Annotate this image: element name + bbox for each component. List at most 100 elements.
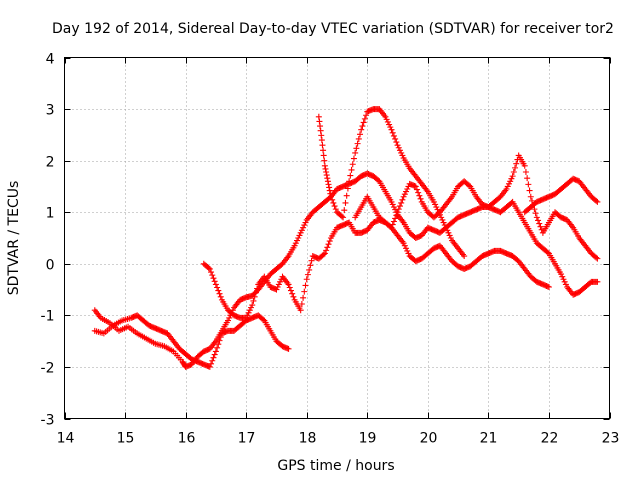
data-point: [383, 116, 390, 123]
data-point: [304, 271, 311, 278]
data-point: [291, 242, 298, 249]
data-point: [216, 290, 223, 297]
data-point: [215, 341, 222, 348]
data-point: [297, 307, 304, 314]
data-point: [318, 132, 325, 139]
data-point: [209, 272, 216, 279]
data-point: [217, 334, 224, 341]
data-point: [217, 293, 224, 300]
data-point: [246, 307, 253, 314]
data-point: [394, 142, 401, 149]
x-tick-label: 19: [359, 431, 377, 447]
data-point: [461, 253, 468, 260]
data-point: [215, 287, 222, 294]
data-point: [399, 152, 406, 159]
data-point: [395, 206, 402, 213]
data-point: [319, 142, 326, 149]
data-point: [326, 238, 333, 245]
data-point: [504, 183, 511, 190]
data-point: [318, 137, 325, 144]
data-point: [245, 309, 252, 316]
data-series: [521, 175, 601, 216]
data-point: [544, 249, 551, 256]
x-tick-label: 18: [299, 431, 317, 447]
data-point: [297, 229, 304, 236]
y-tick-label: -2: [41, 361, 55, 377]
data-point: [210, 354, 217, 361]
data-point: [466, 182, 473, 189]
data-point: [211, 351, 218, 358]
data-point: [329, 196, 336, 203]
data-point: [260, 316, 267, 323]
data-point: [347, 172, 354, 179]
data-point: [321, 162, 328, 169]
y-tick-label: 3: [46, 103, 55, 119]
data-point: [393, 139, 400, 146]
x-axis-label: GPS time / hours: [277, 458, 394, 474]
data-point: [400, 193, 407, 200]
data-point: [525, 181, 532, 188]
data-point: [510, 168, 517, 175]
data-point: [390, 132, 397, 139]
data-point: [404, 247, 411, 254]
data-point: [389, 129, 396, 136]
data-point: [396, 203, 403, 210]
data-point: [332, 206, 339, 213]
data-point: [205, 264, 212, 271]
data-point: [395, 144, 402, 151]
data-point: [225, 317, 231, 324]
data-point: [325, 181, 332, 188]
y-tick-label: 0: [46, 258, 55, 274]
data-point: [533, 214, 540, 221]
data-point: [324, 175, 331, 182]
data-point: [401, 242, 408, 249]
data-point: [346, 178, 353, 185]
data-point: [331, 203, 338, 210]
data-point: [344, 185, 351, 192]
data-point: [250, 297, 257, 304]
data-point: [326, 184, 333, 191]
data-point: [440, 219, 447, 226]
data-point: [349, 161, 356, 168]
data-point: [403, 188, 410, 195]
data-point: [289, 290, 296, 297]
data-point: [537, 223, 544, 230]
x-tick-label: 23: [602, 431, 620, 447]
data-point: [558, 271, 565, 278]
y-axis-label: SDTVAR / TECUs: [6, 181, 22, 296]
data-point: [209, 357, 216, 364]
data-point: [206, 265, 213, 272]
data-point: [216, 337, 223, 344]
data-point: [322, 165, 329, 172]
data-point: [294, 237, 301, 244]
data-point: [302, 219, 309, 226]
data-point: [317, 127, 324, 134]
data-point: [324, 244, 331, 251]
data-point: [330, 199, 337, 206]
grid: [64, 57, 610, 419]
data-point: [432, 201, 439, 208]
data-point: [302, 282, 309, 289]
data-point: [341, 207, 348, 214]
chart-title: Day 192 of 2014, Sidereal Day-to-day VTE…: [52, 21, 614, 37]
data-point: [210, 275, 217, 282]
data-point: [357, 131, 364, 138]
data-point: [286, 284, 293, 291]
data-point: [438, 214, 445, 221]
data-point: [401, 191, 408, 198]
x-tick-label: 16: [178, 431, 196, 447]
data-point: [303, 276, 310, 283]
data-point: [277, 278, 284, 285]
data-point: [208, 269, 215, 276]
data-point: [348, 166, 355, 173]
data-point: [327, 193, 334, 200]
x-tick-label: 22: [541, 431, 559, 447]
data-point: [342, 199, 349, 206]
plot-frame: [64, 57, 610, 419]
data-point: [320, 147, 327, 154]
data-point: [275, 281, 282, 288]
data-point: [505, 180, 512, 187]
data-point: [292, 240, 299, 247]
data-point: [214, 344, 221, 351]
data-point: [323, 247, 330, 254]
